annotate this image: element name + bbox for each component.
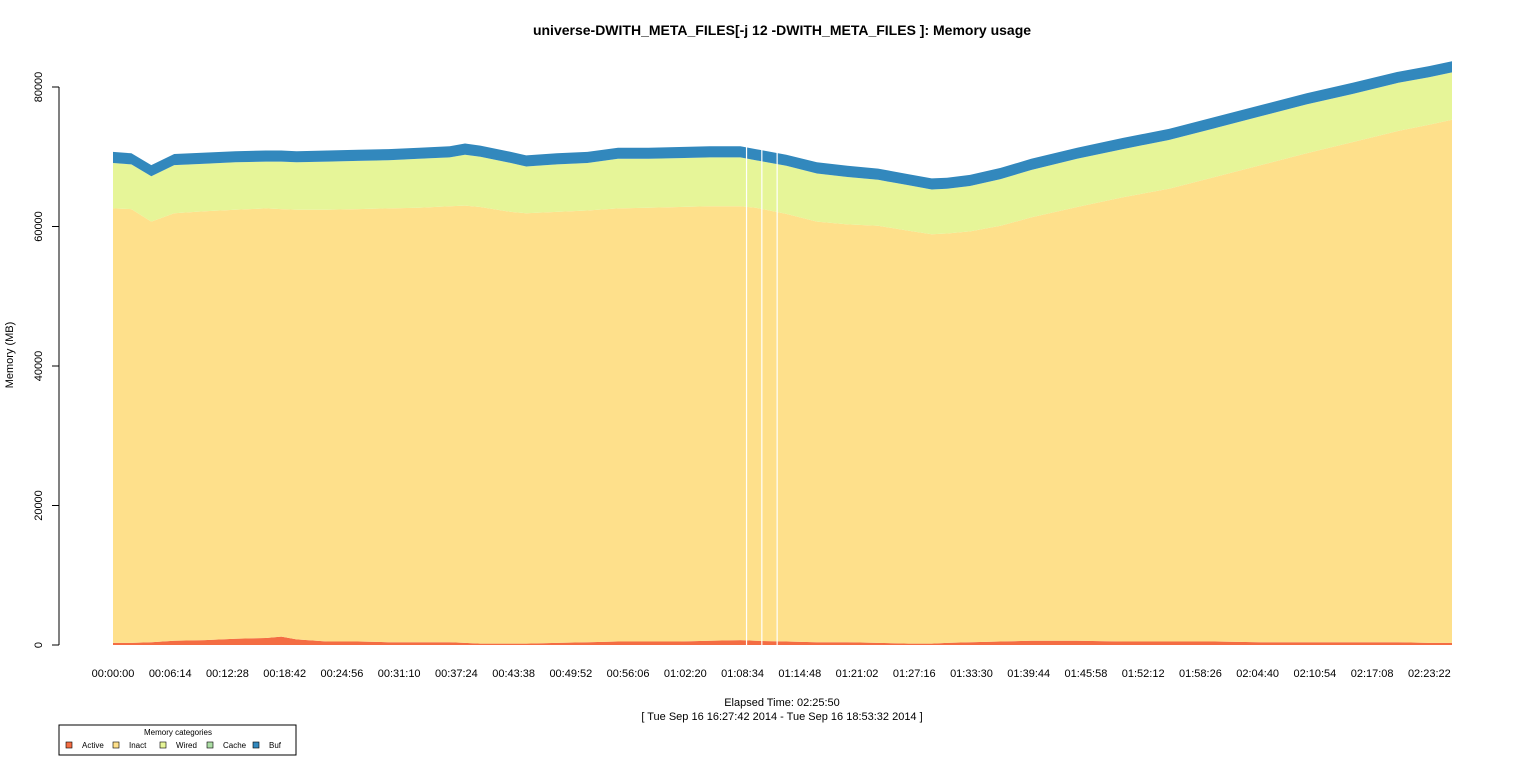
x-tick-label: 02:17:08: [1351, 668, 1394, 680]
x-tick-label: 00:06:14: [149, 668, 192, 680]
x-tick-label: 01:27:16: [893, 668, 936, 680]
legend-label-buf: Buf: [269, 741, 282, 750]
y-ticks: 0 20000 40000 60000 80000: [33, 72, 59, 648]
chart-title: universe-DWITH_META_FILES[-j 12 -DWITH_M…: [533, 22, 1031, 38]
x-tick-label: 01:14:48: [778, 668, 821, 680]
x-tick-label: 00:37:24: [435, 668, 478, 680]
x-tick-label: 01:58:26: [1179, 668, 1222, 680]
x-axis-date-range: [ Tue Sep 16 16:27:42 2014 - Tue Sep 16 …: [641, 711, 922, 723]
x-tick-label: 02:10:54: [1293, 668, 1336, 680]
x-tick-label: 00:31:10: [378, 668, 421, 680]
x-tick-label: 00:49:52: [549, 668, 592, 680]
legend-label-cache: Cache: [223, 741, 247, 750]
x-tick-label: 02:04:40: [1236, 668, 1279, 680]
series-area-active: [113, 636, 1452, 645]
series-area-buf: [113, 61, 1452, 190]
x-tick-label: 00:43:38: [492, 668, 535, 680]
series-area-wired: [113, 72, 1452, 235]
y-tick-label: 0: [33, 642, 45, 648]
x-tick-label: 01:45:58: [1065, 668, 1108, 680]
legend-swatch-wired: [159, 741, 167, 749]
data-gaps: [745, 147, 778, 645]
y-tick-label: 60000: [33, 211, 45, 242]
legend-label-active: Active: [82, 741, 104, 750]
legend-label-wired: Wired: [176, 741, 197, 750]
x-tick-label: 01:02:20: [664, 668, 707, 680]
x-tick-label: 00:24:56: [321, 668, 364, 680]
y-axis: 0 20000 40000 60000 80000: [33, 72, 60, 648]
legend-swatch-active: [65, 741, 73, 749]
x-tick-label: 01:52:12: [1122, 668, 1165, 680]
x-tick-label: 01:21:02: [836, 668, 879, 680]
x-tick-label: 00:18:42: [263, 668, 306, 680]
legend-swatch-cache: [206, 741, 214, 749]
legend-box: [58, 724, 297, 756]
legend-label-inact: Inact: [129, 741, 147, 750]
y-axis-label: Memory (MB): [4, 322, 16, 389]
legend-swatch-buf: [252, 741, 260, 749]
x-tick-label: 01:39:44: [1007, 668, 1050, 680]
legend-swatch-inact: [112, 741, 120, 749]
y-tick-label: 80000: [33, 72, 45, 103]
x-tick-label: 02:23:22: [1408, 668, 1451, 680]
legend-title: Memory categories: [144, 728, 212, 737]
x-tick-labels: 00:00:00 00:06:14 00:12:28 00:18:42 00:24:56…: [92, 668, 1451, 680]
x-tick-label: 00:12:28: [206, 668, 249, 680]
x-tick-label: 01:08:34: [721, 668, 764, 680]
y-tick-label: 40000: [33, 351, 45, 382]
x-axis-label: Elapsed Time: 02:25:50: [724, 697, 840, 709]
legend-items: Active Inact Wired Cache Buf: [65, 741, 282, 750]
series-area-inact: [113, 119, 1452, 644]
stacked-areas: [113, 61, 1452, 645]
x-tick-label: 01:33:30: [950, 668, 993, 680]
y-tick-label: 20000: [33, 490, 45, 521]
legend: Memory categories Active Inact Wired Cache B…: [58, 724, 297, 756]
x-tick-label: 00:00:00: [92, 668, 135, 680]
x-tick-label: 00:56:06: [607, 668, 650, 680]
